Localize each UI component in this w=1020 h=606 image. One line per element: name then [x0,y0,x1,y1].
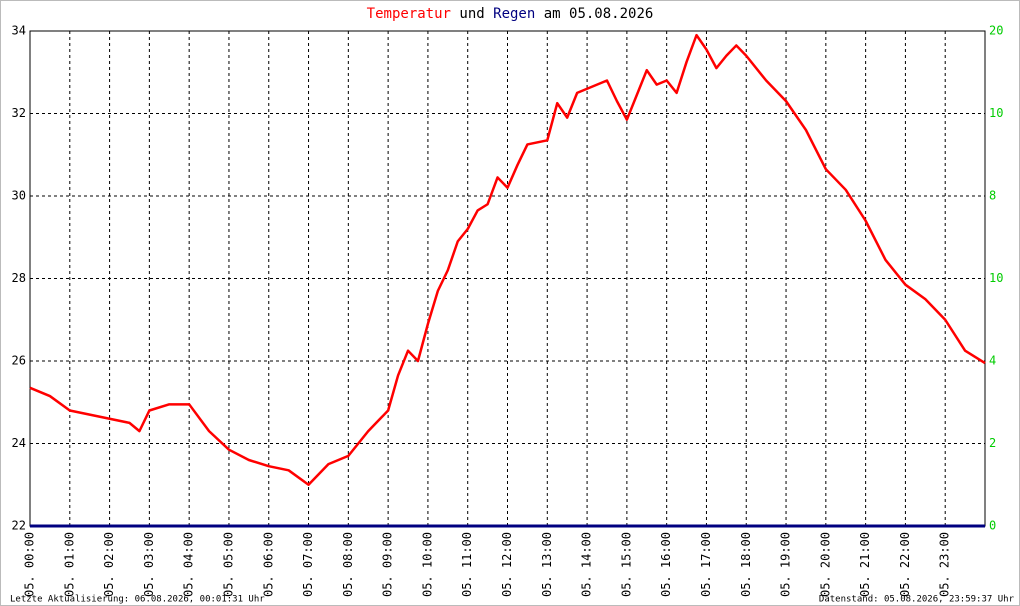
y-tick-label: 30 [12,189,26,203]
y-tick-label: 32 [12,106,26,120]
y2-tick-label: 10 [989,106,1003,120]
title-date: am 05.08.2026 [544,6,654,22]
x-tick-label: 05. 02:00 [102,532,116,597]
y-tick-label: 34 [12,24,26,38]
y2-tick-label: 0 [989,519,996,533]
title-joiner: und [459,6,484,22]
x-tick-label: 05. 12:00 [500,532,514,597]
x-tick-label: 05. 10:00 [420,532,434,597]
x-tick-label: 05. 09:00 [381,532,395,597]
title-series-2: Regen [493,6,535,22]
y2-tick-label: 2 [989,436,996,450]
footer-left: Letzte Aktualisierung: 06.08.2026, 00:01… [10,595,265,605]
y2-tick-label: 20 [989,24,1003,38]
x-tick-label: 05. 15:00 [619,532,633,597]
x-tick-label: 05. 07:00 [301,532,315,597]
x-tick-label: 05. 21:00 [858,532,872,597]
y-tick-label: 26 [12,354,26,368]
x-tick-label: 05. 01:00 [62,532,76,597]
x-tick-label: 05. 19:00 [779,532,793,597]
x-tick-label: 05. 06:00 [261,532,275,597]
x-tick-label: 05. 05:00 [221,532,235,597]
x-tick-label: 05. 16:00 [659,532,673,597]
y-tick-label: 24 [12,436,26,450]
footer-right: Datenstand: 05.08.2026, 23:59:37 Uhr [819,595,1015,605]
x-tick-label: 05. 00:00 [23,532,37,597]
x-tick-label: 05. 11:00 [460,532,474,597]
x-tick-label: 05. 13:00 [540,532,554,597]
x-tick-label: 05. 22:00 [898,532,912,597]
y-tick-label: 28 [12,271,26,285]
x-tick-label: 05. 23:00 [938,532,952,597]
x-tick-label: 05. 04:00 [182,532,196,597]
x-tick-label: 05. 17:00 [699,532,713,597]
y2-tick-label: 4 [989,354,996,368]
chart-title: Temperatur und Regen am 05.08.2026 [367,6,654,22]
y2-tick-label: 8 [989,189,996,203]
x-tick-label: 05. 18:00 [739,532,753,597]
title-series-1: Temperatur [367,6,451,22]
series-line [29,33,986,486]
x-tick-label: 05. 14:00 [580,532,594,597]
x-tick-label: 05. 03:00 [142,532,156,597]
x-tick-label: 05. 08:00 [341,532,355,597]
y-tick-label: 22 [12,519,26,533]
x-tick-label: 05. 20:00 [818,532,832,597]
y2-tick-label: 10 [989,271,1003,285]
